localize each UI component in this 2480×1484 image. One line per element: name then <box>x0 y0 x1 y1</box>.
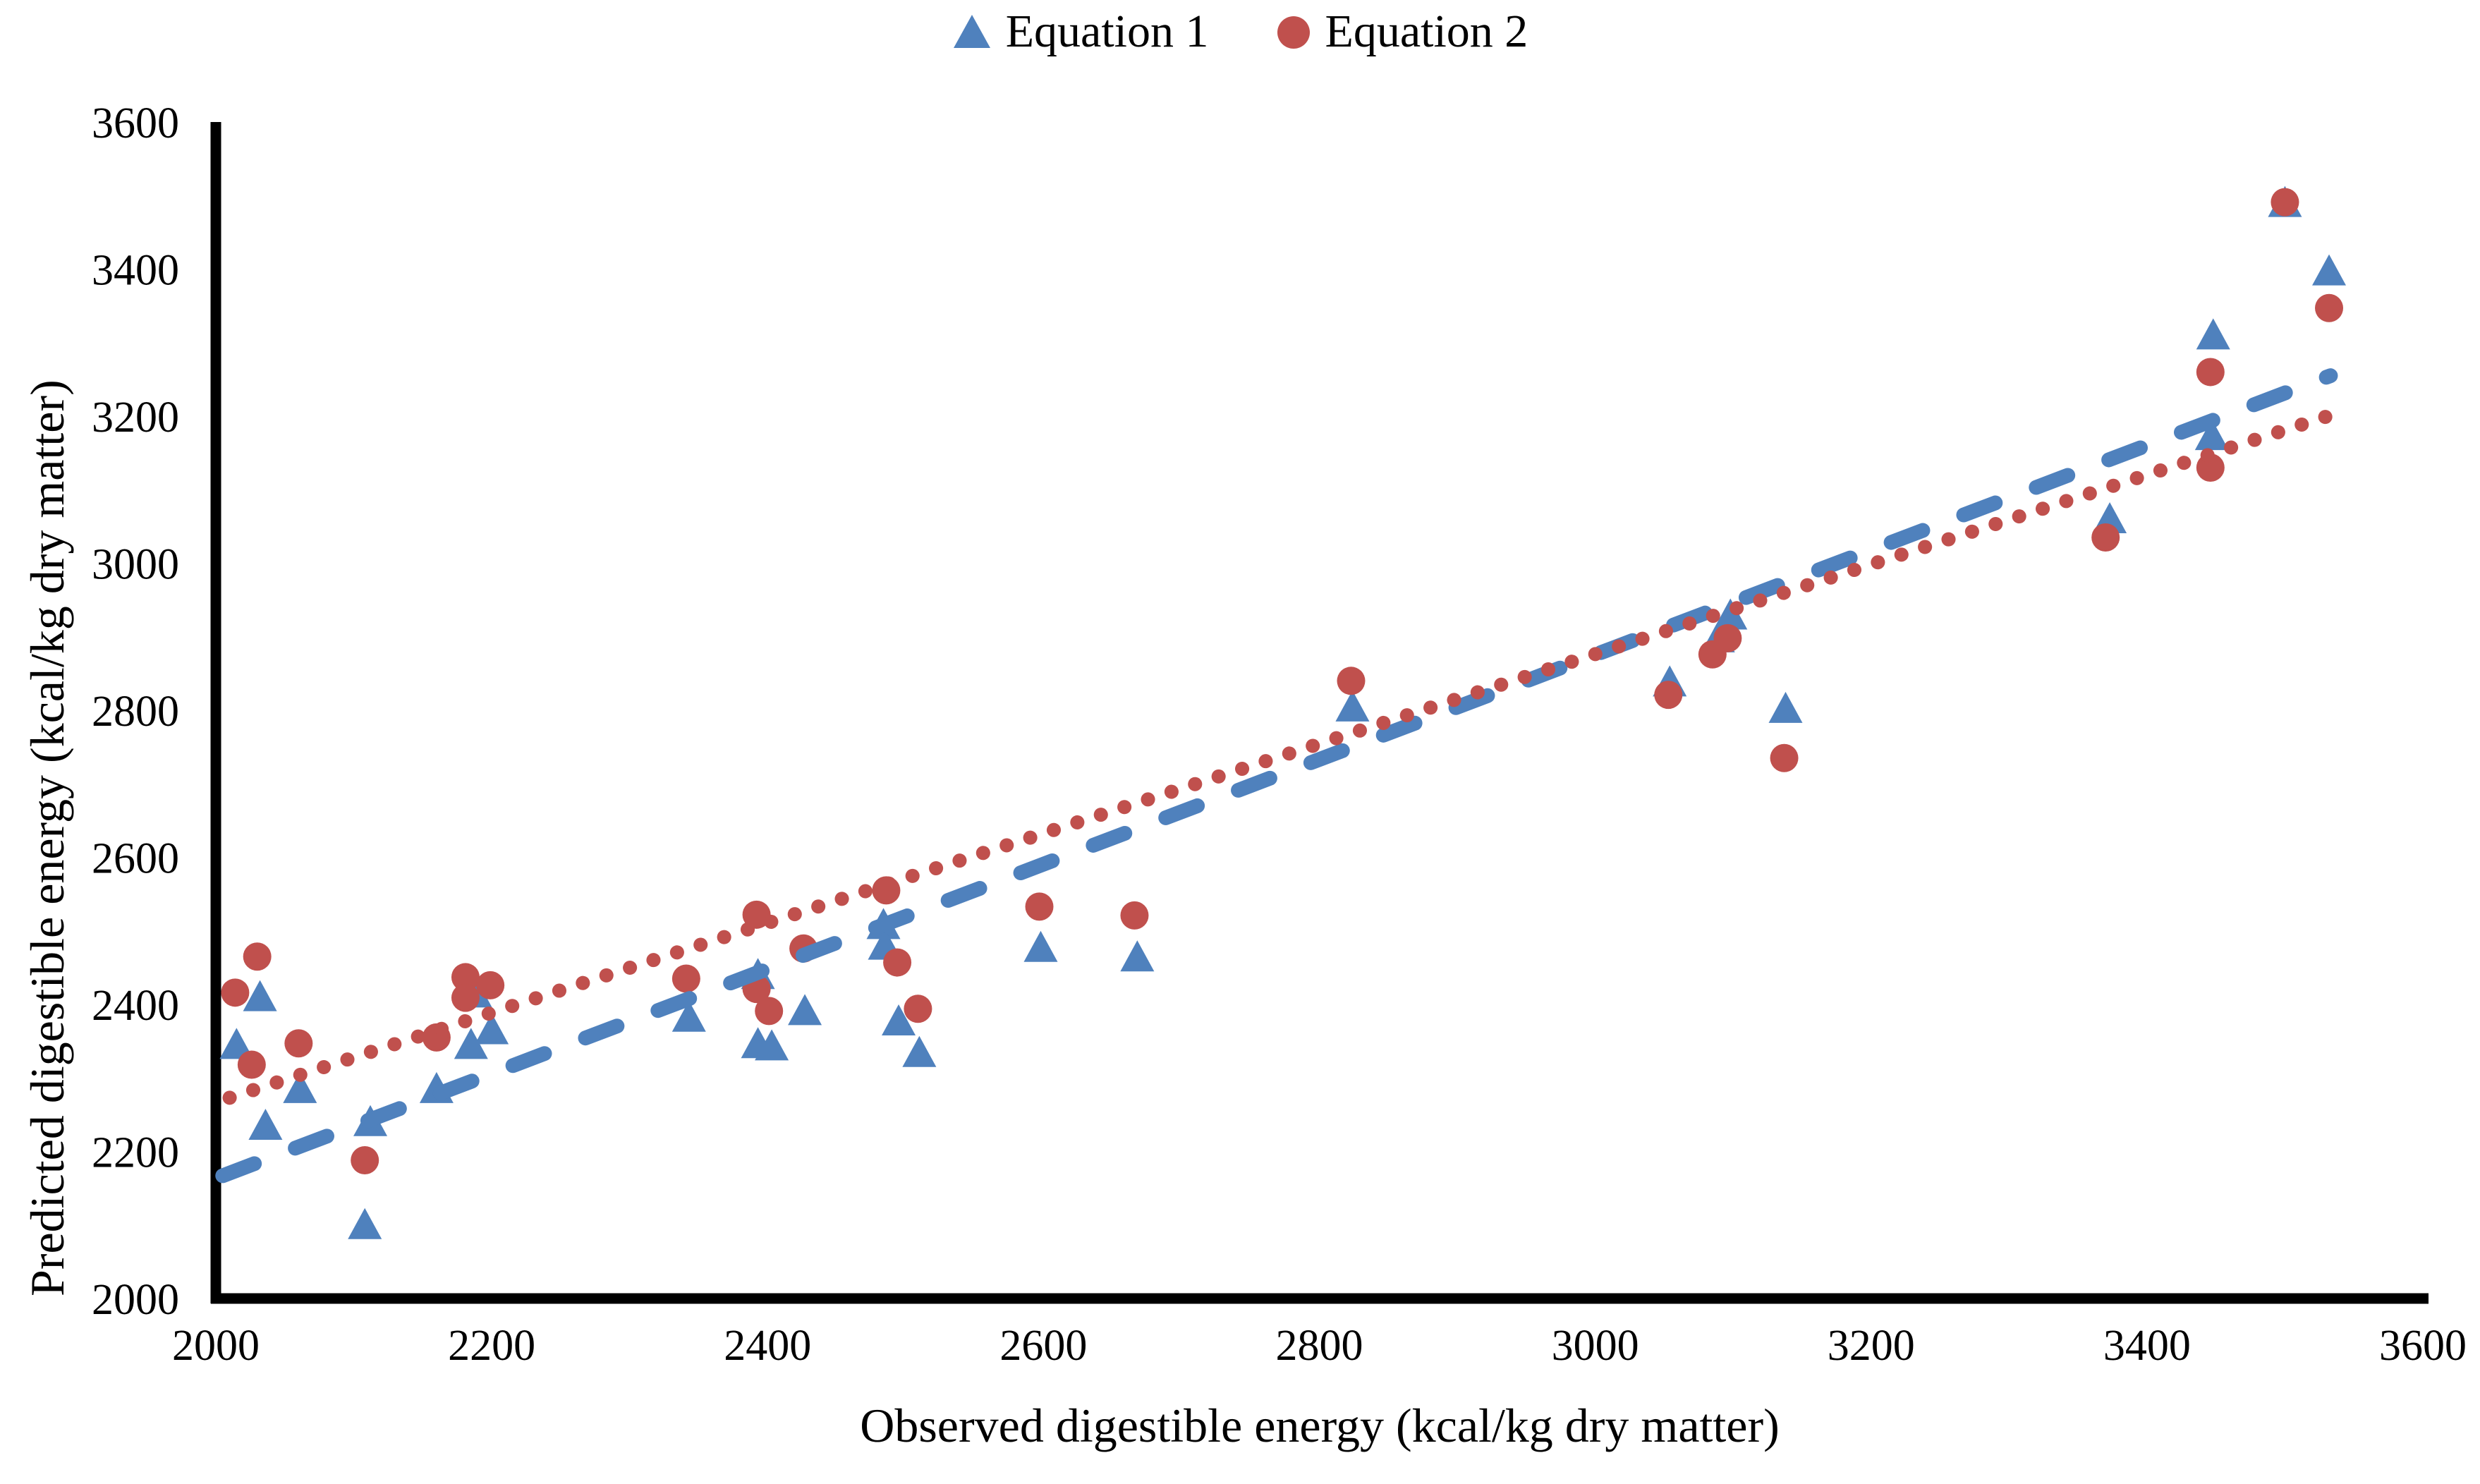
data-point-circle <box>1025 892 1054 921</box>
data-point-circle <box>883 948 912 977</box>
triangle-icon <box>953 15 990 48</box>
data-point-triangle <box>1120 940 1155 972</box>
y-tick-label: 2800 <box>92 688 179 736</box>
x-tick-label: 2600 <box>999 1322 1087 1370</box>
data-point-circle <box>237 1050 266 1079</box>
data-point-circle <box>476 971 505 999</box>
data-point-triangle <box>475 1013 509 1045</box>
data-point-circle <box>2315 293 2344 322</box>
data-point-triangle <box>348 1208 382 1239</box>
data-point-triangle <box>243 980 277 1011</box>
y-tick-label: 3200 <box>92 394 179 442</box>
data-point-triangle <box>2196 318 2230 350</box>
y-tick-label: 2400 <box>92 982 179 1030</box>
chart-legend: Equation 1 Equation 2 <box>0 8 2480 55</box>
data-point-triangle <box>671 1000 706 1032</box>
x-tick-label: 2400 <box>724 1322 811 1370</box>
data-point-circle <box>742 900 771 929</box>
data-point-circle <box>671 964 700 993</box>
data-point-circle <box>2271 188 2299 217</box>
data-point-circle <box>451 983 480 1012</box>
data-point-circle <box>2196 358 2225 387</box>
y-tick-label: 2000 <box>92 1276 179 1324</box>
data-point-triangle <box>1023 930 1058 962</box>
circle-icon <box>1277 16 1310 49</box>
data-point-triangle <box>1335 690 1370 722</box>
data-point-circle <box>904 995 932 1023</box>
data-point-circle <box>1654 681 1683 710</box>
legend-label: Equation 1 <box>1005 6 1209 57</box>
x-tick-label: 2800 <box>1276 1322 1363 1370</box>
y-tick-label: 2600 <box>92 835 179 883</box>
data-point-triangle <box>454 1028 488 1059</box>
data-point-circle <box>243 942 272 971</box>
y-tick-label: 3600 <box>92 99 179 147</box>
data-point-triangle <box>2312 254 2347 286</box>
data-point-triangle <box>882 1004 916 1035</box>
data-point-triangle <box>2194 419 2229 451</box>
legend-label: Equation 2 <box>1325 6 1528 57</box>
x-tick-label: 2200 <box>448 1322 535 1370</box>
data-point-triangle <box>1713 598 1748 630</box>
data-point-triangle <box>248 1109 283 1141</box>
data-point-circle <box>1120 901 1149 930</box>
y-tick-label: 2200 <box>92 1129 179 1177</box>
data-point-triangle <box>1768 691 1803 723</box>
data-point-circle <box>284 1029 313 1058</box>
data-point-circle <box>2091 523 2120 552</box>
x-tick-label: 3600 <box>2379 1322 2467 1370</box>
data-point-circle <box>1713 624 1742 652</box>
x-tick-label: 2000 <box>172 1322 260 1370</box>
x-axis-title: Observed digestible energy (kcal/kg dry … <box>860 1399 1780 1452</box>
data-point-circle <box>1337 667 1366 695</box>
y-tick-label: 3000 <box>92 541 179 589</box>
data-point-triangle <box>902 1035 937 1067</box>
x-tick-label: 3200 <box>1828 1322 1915 1370</box>
data-point-circle <box>755 997 784 1026</box>
trendline-dashed <box>215 368 2338 1184</box>
x-tick-label: 3400 <box>2103 1322 2191 1370</box>
legend-item-equation-1: Equation 1 <box>952 8 1209 55</box>
y-axis-title: Predicted digestible energy (kcal/kg dry… <box>20 379 74 1296</box>
data-point-circle <box>351 1146 379 1175</box>
data-point-circle <box>221 978 250 1007</box>
data-point-circle <box>1770 743 1799 772</box>
x-tick-label: 3000 <box>1552 1322 1639 1370</box>
trendline-dotted <box>222 409 2335 1105</box>
data-point-triangle <box>283 1071 317 1103</box>
legend-item-equation-2: Equation 2 <box>1276 8 1528 55</box>
y-tick-label: 3400 <box>92 247 179 295</box>
data-point-triangle <box>755 1029 789 1061</box>
data-point-triangle <box>788 994 822 1026</box>
data-point-triangle <box>219 1028 254 1059</box>
data-point-circle <box>451 963 480 992</box>
